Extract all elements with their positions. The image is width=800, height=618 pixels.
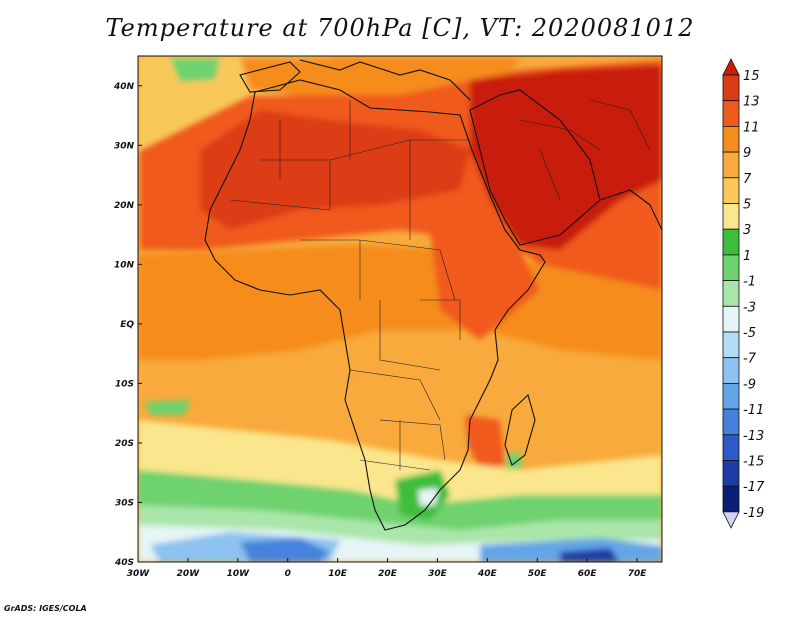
colorbar-label: 1 — [743, 249, 751, 264]
colorbar-label: -9 — [743, 377, 756, 392]
colorbar-swatch — [722, 305, 740, 333]
x-tick-label: 30W — [127, 569, 151, 579]
colorbar-swatch — [722, 280, 740, 307]
field-lesotho-cold — [418, 488, 438, 506]
colorbar-bottom-triangle — [722, 511, 740, 529]
y-tick-label: 10S — [115, 379, 134, 389]
coastlines — [204, 59, 662, 531]
colorbar-label: -15 — [743, 455, 764, 470]
colorbar-swatch — [722, 126, 740, 153]
colorbar-swatch — [722, 460, 740, 487]
border-lines-north — [229, 100, 470, 240]
plot-frame — [137, 55, 663, 563]
colorbar-label: -19 — [743, 506, 764, 521]
field-madagascar-cool — [505, 452, 522, 470]
y-tick-label: 10N — [114, 260, 135, 270]
south-asia-coastline — [599, 189, 662, 231]
border-lines-south — [349, 369, 446, 471]
y-tick-label: EQ — [120, 320, 134, 330]
y-tick-label: 20N — [114, 201, 135, 211]
temperature-field — [138, 56, 662, 562]
colorbar-swatch — [722, 434, 740, 461]
map-title: Temperature at 700hPa [C], VT: 202008101… — [105, 14, 695, 42]
colorbar-label: 11 — [743, 120, 760, 135]
x-tick-label: 0 — [285, 569, 291, 579]
field-south-blue-core-east — [560, 548, 620, 562]
x-tick-label: 10E — [328, 569, 348, 579]
colorbar-label: -7 — [743, 352, 757, 367]
africa-coastline — [204, 79, 546, 531]
iberia-coastline — [239, 61, 301, 93]
x-tick-label: 60E — [578, 569, 598, 579]
x-axis: 30W 20W 10W 0 10E 20E 30E 40E 50E 60E 70E — [127, 558, 647, 579]
colorbar-swatch — [722, 331, 740, 359]
madagascar-coastline — [504, 393, 536, 466]
colorbar-swatch — [722, 408, 740, 436]
colorbar-label: 7 — [743, 172, 752, 187]
colorbar-swatch — [722, 382, 740, 410]
field-south-blue-patch-east — [480, 538, 662, 562]
border-lines-central — [300, 239, 461, 371]
field-north-cool-patch — [170, 58, 220, 82]
colorbar-label: -5 — [743, 326, 756, 341]
colorbar-swatch — [722, 228, 740, 256]
colorbar-label: -1 — [743, 275, 756, 290]
colorbar-label: 3 — [743, 223, 751, 238]
colorbar-swatch — [722, 254, 740, 281]
x-tick-label: 30E — [428, 569, 448, 579]
colorbar-label: -13 — [743, 429, 764, 444]
colorbar-label: 15 — [743, 69, 760, 84]
x-tick-label: 70E — [628, 569, 648, 579]
y-axis: 40N 30N 20N 10N EQ 10S 20S 30S 40S — [113, 82, 142, 568]
y-tick-label: 30N — [114, 141, 135, 151]
colorbar-label: 9 — [743, 146, 751, 161]
colorbar-swatch — [722, 203, 740, 230]
colorbar-swatch — [722, 357, 740, 384]
colorbar-label: -11 — [743, 403, 764, 418]
y-tick-label: 40N — [113, 82, 135, 92]
field-east-africa-warm — [430, 230, 540, 340]
europe-coastline — [299, 59, 471, 101]
colorbar-label: -17 — [743, 480, 765, 495]
credit-text: GrADS: IGES/COLA — [4, 604, 87, 613]
colorbar-swatch — [722, 100, 740, 127]
x-tick-label: 20E — [378, 569, 398, 579]
y-tick-label: 40S — [114, 558, 134, 568]
field-south-blue-core-west — [240, 538, 330, 562]
country-borders — [229, 99, 651, 471]
x-tick-label: 20W — [177, 569, 201, 579]
border-lines-middle-east — [519, 99, 651, 201]
y-tick-label: 30S — [115, 498, 134, 508]
y-tick-label: 20S — [115, 439, 134, 449]
colorbar-label: -3 — [743, 300, 756, 315]
colorbar-label: 13 — [743, 95, 760, 110]
colorbar-swatch — [722, 74, 740, 102]
field-sahara-core — [200, 110, 470, 230]
colorbar-swatch — [722, 151, 740, 179]
colorbar-top-triangle — [722, 58, 740, 76]
colorbar-swatch — [722, 485, 740, 513]
x-tick-label: 50E — [528, 569, 548, 579]
field-atlantic-green-spot — [145, 400, 190, 415]
colorbar-label: 5 — [743, 198, 751, 213]
field-mozambique-warm — [465, 415, 505, 470]
colorbar-swatch — [722, 177, 740, 204]
colorbar: 15 13 11 9 7 5 3 1 -1 -3 -5 -7 -9 -11 -13 -15 -17 -19 — [722, 58, 765, 529]
x-tick-label: 10W — [227, 569, 251, 579]
x-tick-label: 40E — [477, 569, 498, 579]
